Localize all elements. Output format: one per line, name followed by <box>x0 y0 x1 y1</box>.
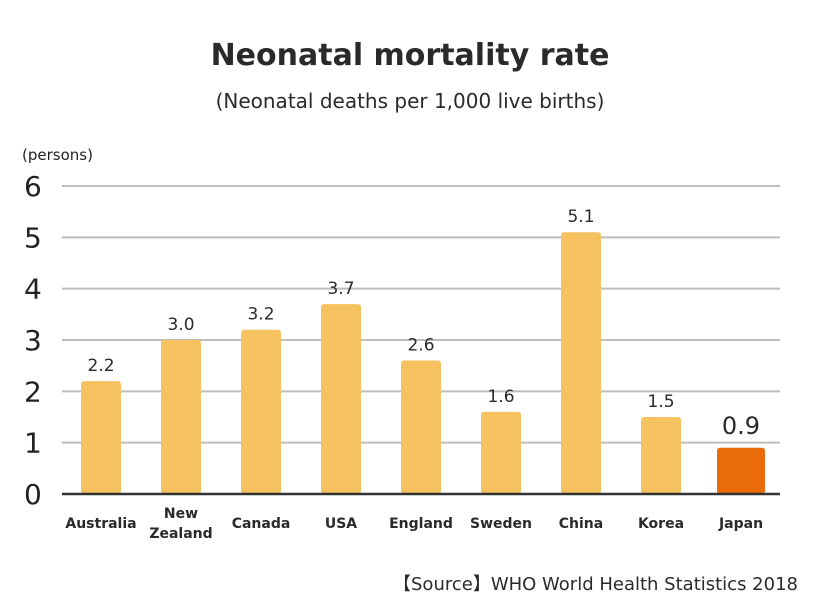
y-tick-label: 1 <box>24 427 42 460</box>
y-tick-label: 3 <box>24 324 42 357</box>
bar-value-label: 3.2 <box>247 305 274 325</box>
bar-value-label: 5.1 <box>567 207 594 227</box>
x-tick-label: China <box>559 516 603 532</box>
chart-title: Neonatal mortality rate <box>210 38 610 73</box>
bar <box>161 340 201 494</box>
chart-subtitle: (Neonatal deaths per 1,000 live births) <box>215 89 605 113</box>
y-tick-label: 6 <box>24 170 42 203</box>
bar-value-label: 3.0 <box>167 315 194 335</box>
bar <box>241 329 281 494</box>
x-tick-label: England <box>389 516 453 532</box>
y-tick-label: 2 <box>24 375 42 408</box>
x-tick-label: Canada <box>232 516 291 532</box>
x-tick-label: Korea <box>638 516 684 532</box>
y-tick-label: 5 <box>24 221 42 254</box>
bar-value-label: 1.6 <box>487 387 514 407</box>
bar <box>561 232 601 494</box>
x-tick-label: Australia <box>65 516 136 532</box>
bar-value-label: 0.9 <box>722 412 760 440</box>
bar-value-label: 2.6 <box>407 336 434 356</box>
bar <box>481 411 521 494</box>
bar-value-label: 1.5 <box>647 392 674 412</box>
x-tick-label: Sweden <box>470 516 532 532</box>
bar <box>321 304 361 494</box>
y-tick-label: 4 <box>24 273 42 306</box>
bar <box>717 447 765 494</box>
bar <box>401 360 441 494</box>
bar <box>641 417 681 494</box>
x-tick-label: Japan <box>718 516 763 532</box>
bar-value-label: 3.7 <box>327 279 354 299</box>
bar <box>81 381 121 494</box>
x-tick-label: USA <box>325 516 357 532</box>
bar-value-label: 2.2 <box>87 356 114 376</box>
y-tick-label: 0 <box>24 478 42 511</box>
source-note: 【Source】WHO World Health Statistics 2018 <box>393 574 798 595</box>
y-axis-unit-label: (persons) <box>22 146 93 164</box>
x-tick-label: New Zealand <box>149 506 212 542</box>
